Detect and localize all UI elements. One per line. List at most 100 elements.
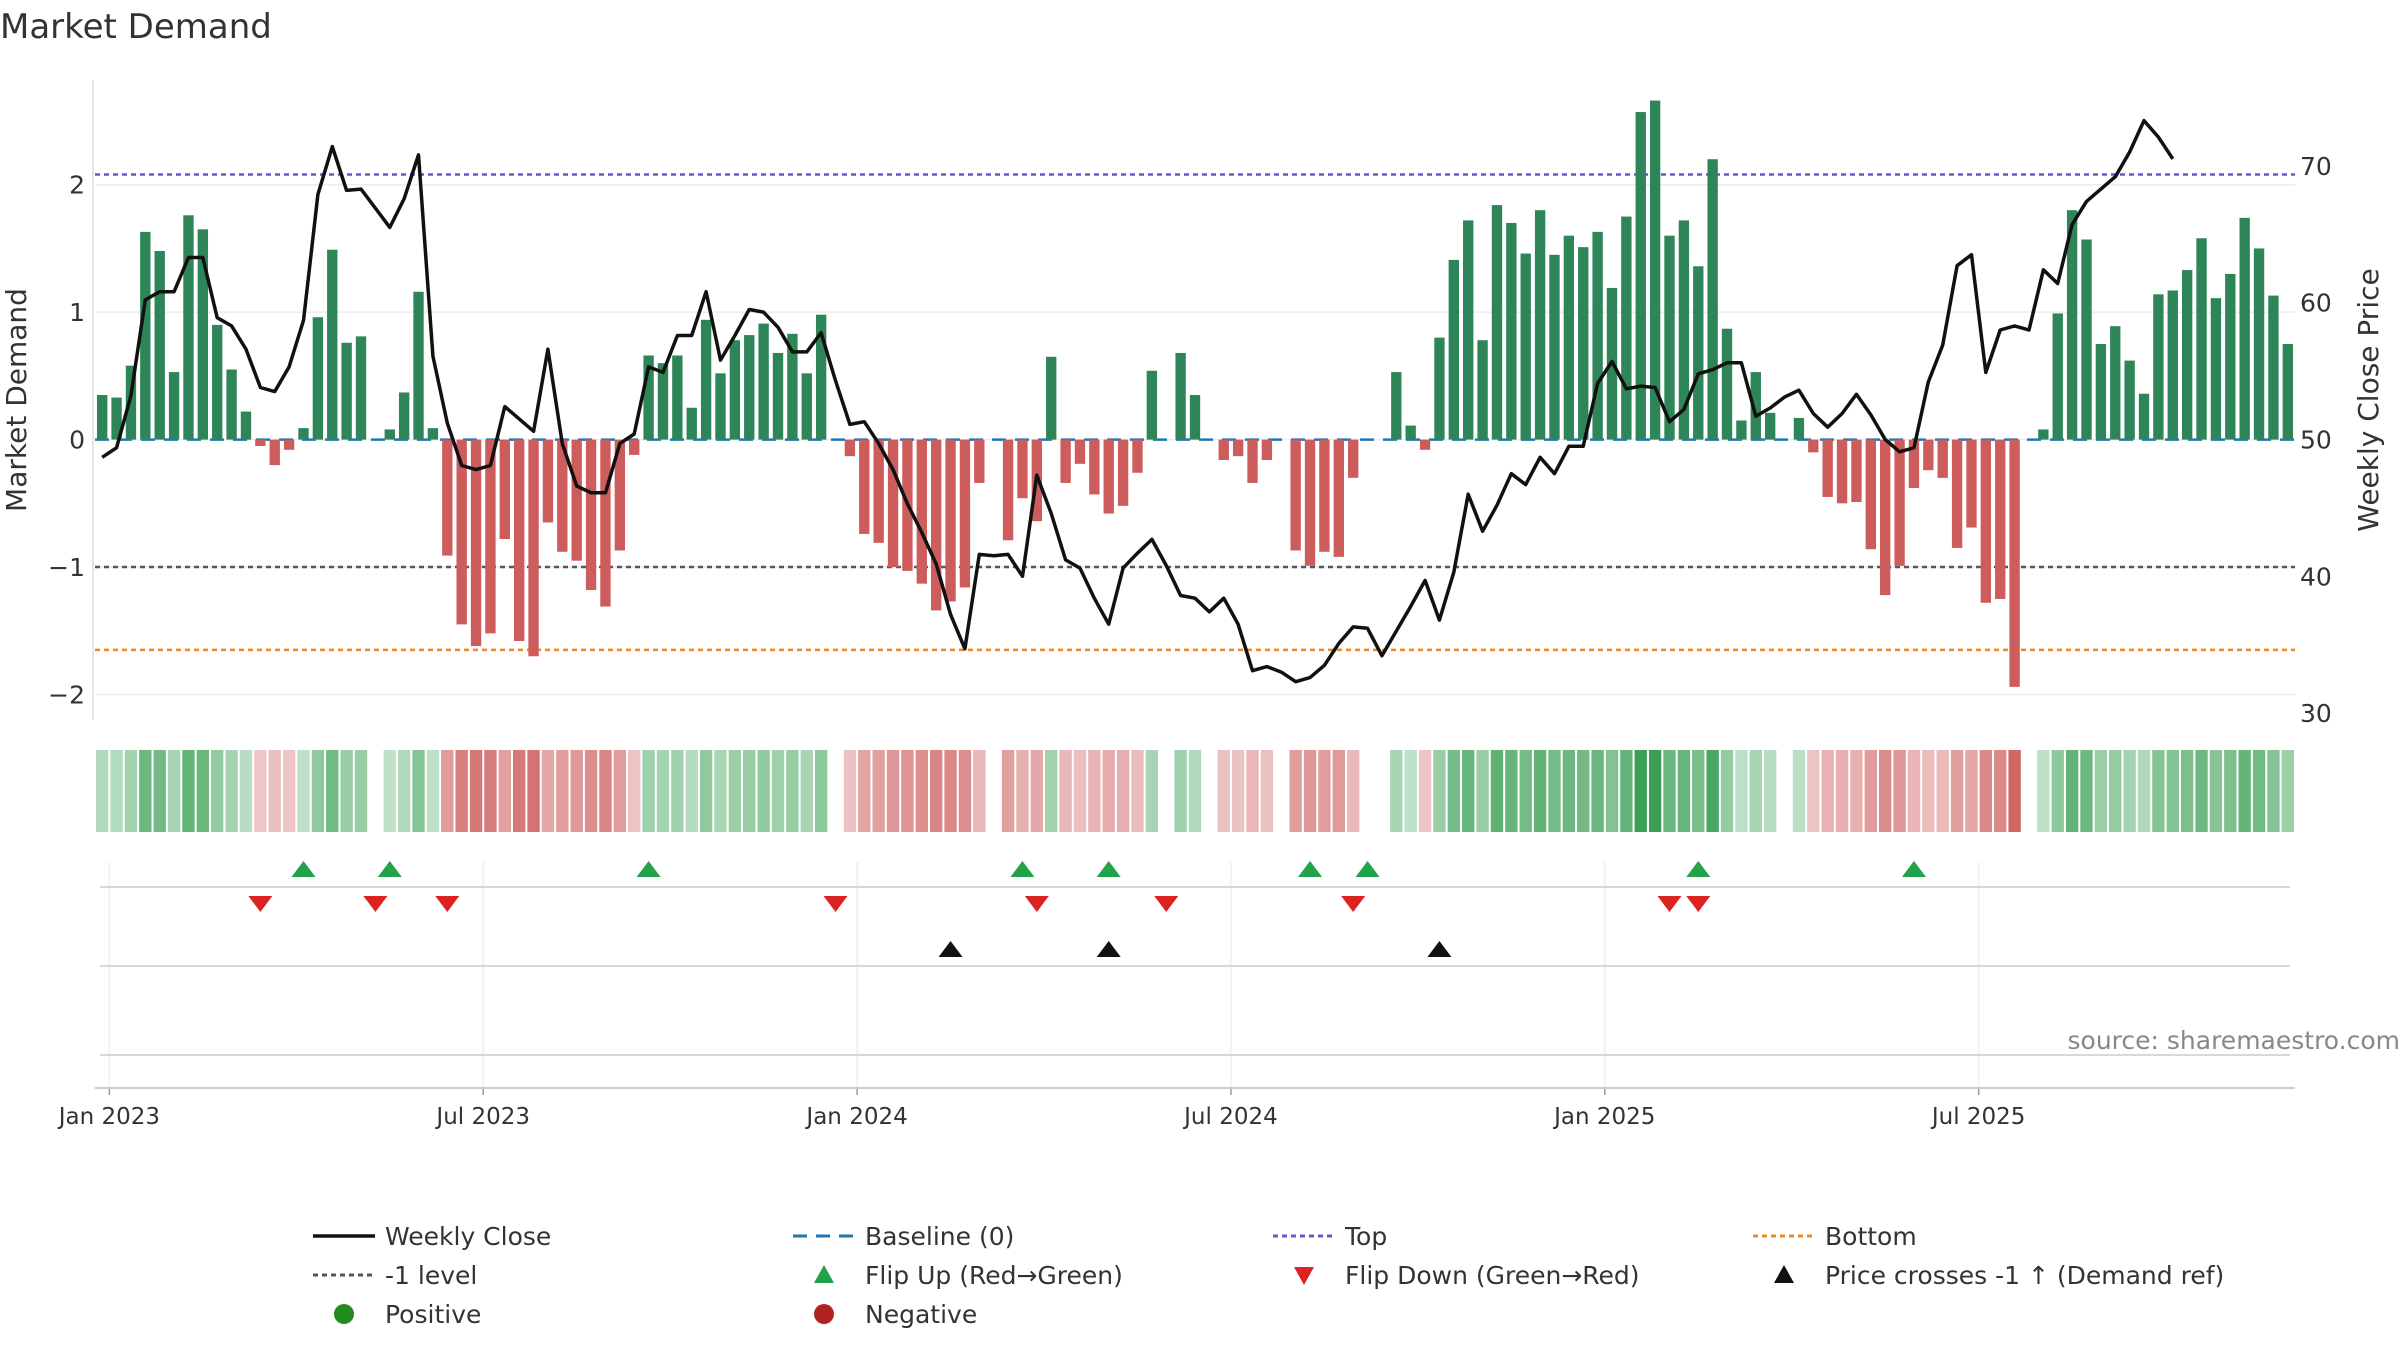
heat-cell [1031, 750, 1043, 832]
flip-down-marker [435, 896, 459, 912]
demand-bar [1823, 440, 1833, 497]
demand-bar [413, 292, 423, 440]
heat-cell [484, 750, 496, 832]
y-tick-label: 1 [69, 298, 85, 327]
demand-bar [1075, 440, 1085, 464]
heat-cell [729, 750, 741, 832]
heat-cell [1146, 750, 1158, 832]
heat-cell [542, 750, 554, 832]
legend-label: Positive [385, 1300, 481, 1329]
heat-cell [1002, 750, 1014, 832]
heat-cell [815, 750, 827, 832]
demand-bar [1736, 420, 1746, 439]
flip-up-marker [1902, 861, 1926, 877]
heat-cell [585, 750, 597, 832]
heat-cell [686, 750, 698, 832]
demand-bar [1434, 338, 1444, 440]
legend-label: Flip Down (Green→Red) [1345, 1261, 1640, 1290]
demand-bar [1003, 440, 1013, 541]
heat-cell [154, 750, 166, 832]
heat-cell [326, 750, 338, 832]
heat-cell [1807, 750, 1819, 832]
demand-bar [2053, 313, 2063, 439]
demand-bar [672, 355, 682, 439]
flip-down-marker [1154, 896, 1178, 912]
heat-cell [556, 750, 568, 832]
heat-cell [1937, 750, 1949, 832]
demand-bar [313, 317, 323, 439]
heat-cell [168, 750, 180, 832]
heat-cell [513, 750, 525, 832]
demand-bar [1621, 217, 1631, 440]
heat-cell [283, 750, 295, 832]
demand-bar [2225, 274, 2235, 440]
demand-bar [1880, 440, 1890, 595]
heat-cell [844, 750, 856, 832]
heat-cell [1491, 750, 1503, 832]
legend-label: Price crosses -1 ↑ (Demand ref) [1825, 1261, 2224, 1290]
heat-cell [1663, 750, 1675, 832]
heat-cell [757, 750, 769, 832]
flip-down-marker [1025, 896, 1049, 912]
demand-bar [2009, 440, 2019, 687]
heat-cell [1318, 750, 1330, 832]
price-line-layer [102, 121, 2173, 682]
legend-label: Top [1344, 1222, 1387, 1251]
heat-cell [657, 750, 669, 832]
legend-item: Positive [334, 1300, 481, 1329]
legend-label: Bottom [1825, 1222, 1917, 1251]
demand-bar [1707, 159, 1717, 439]
heat-cell [1922, 750, 1934, 832]
legend-item: Negative [814, 1300, 977, 1329]
heat-cell [1635, 750, 1647, 832]
heat-cell [1261, 750, 1273, 832]
heat-cell [2282, 750, 2294, 832]
demand-bar [1190, 395, 1200, 440]
demand-bar [1132, 440, 1142, 473]
demand-bar [226, 370, 236, 440]
heat-cell [1563, 750, 1575, 832]
heat-cell [973, 750, 985, 832]
demand-bar [888, 440, 898, 567]
heat-cell [125, 750, 137, 832]
demand-bar [945, 440, 955, 602]
demand-bar [543, 440, 553, 523]
heat-cell [2267, 750, 2279, 832]
demand-bar [2110, 326, 2120, 439]
demand-bar [298, 428, 308, 439]
heat-cell [1476, 750, 1488, 832]
demand-bar [1017, 440, 1027, 499]
demand-bar [1233, 440, 1243, 457]
heat-cell [1965, 750, 1977, 832]
heat-cell [2095, 750, 2107, 832]
demand-bar [1046, 357, 1056, 440]
heat-cell [225, 750, 237, 832]
demand-bar [873, 440, 883, 543]
heat-cell [412, 750, 424, 832]
demand-bar [1089, 440, 1099, 495]
heat-cell [2152, 750, 2164, 832]
heat-cell [2224, 750, 2236, 832]
heat-cell [2037, 750, 2049, 832]
demand-bar [500, 440, 510, 539]
source-credit: source: sharemaestro.com [2068, 1026, 2400, 1055]
heat-cell [2181, 750, 2193, 832]
heat-cell [470, 750, 482, 832]
demand-bar [960, 440, 970, 588]
demand-bar [1765, 413, 1775, 440]
heat-cell [2066, 750, 2078, 832]
heat-cell [1893, 750, 1905, 832]
demand-bar [687, 408, 697, 440]
heat-cell [642, 750, 654, 832]
demand-bar [1966, 440, 1976, 528]
heat-cell [1692, 750, 1704, 832]
demand-bar [155, 251, 165, 440]
heat-cell [1404, 750, 1416, 832]
demand-bar [1147, 371, 1157, 440]
demand-bar [1060, 440, 1070, 483]
heat-cell [1951, 750, 1963, 832]
legend-item: Bottom [1753, 1222, 1917, 1251]
heat-cell [384, 750, 396, 832]
